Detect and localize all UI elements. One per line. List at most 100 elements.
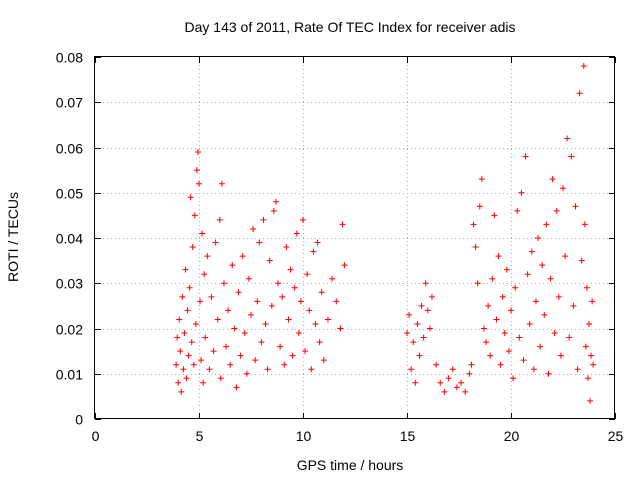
data-point — [470, 221, 477, 228]
data-point — [173, 361, 180, 368]
chart-title: Day 143 of 2011, Rate Of TEC Index for r… — [185, 19, 516, 35]
data-point — [192, 320, 199, 327]
data-point — [555, 293, 562, 300]
data-point — [285, 316, 292, 323]
data-point — [499, 293, 506, 300]
data-point — [480, 325, 487, 332]
data-point — [420, 334, 427, 341]
data-point — [539, 262, 546, 269]
y-tick-label: 0.02 — [56, 322, 83, 338]
data-point — [441, 388, 448, 395]
data-point — [324, 316, 331, 323]
data-point — [535, 235, 542, 241]
data-point — [190, 361, 197, 368]
data-point — [497, 361, 504, 368]
data-point — [528, 248, 535, 255]
data-point — [510, 375, 517, 382]
data-point — [526, 320, 533, 327]
data-point — [256, 239, 263, 246]
data-point — [182, 266, 189, 273]
data-point — [217, 375, 224, 382]
data-point — [564, 135, 571, 142]
data-point — [260, 216, 267, 223]
data-point — [289, 352, 296, 359]
data-point — [237, 352, 244, 359]
data-point — [582, 343, 589, 350]
data-point — [268, 302, 275, 309]
x-tick-label: 10 — [296, 428, 312, 444]
data-point — [541, 311, 548, 318]
data-point — [476, 203, 483, 210]
data-point — [570, 302, 577, 309]
data-point — [208, 293, 215, 300]
data-point — [584, 375, 591, 382]
data-point — [193, 167, 200, 174]
data-point — [201, 271, 208, 278]
x-tick-label: 15 — [400, 428, 416, 444]
data-point — [279, 293, 286, 300]
data-point — [320, 357, 327, 364]
data-point — [185, 352, 192, 359]
x-tick-label: 5 — [196, 428, 204, 444]
data-point — [514, 207, 521, 214]
data-point — [187, 194, 194, 201]
data-point — [174, 334, 181, 341]
data-point — [198, 357, 205, 364]
data-point — [291, 284, 298, 291]
data-point — [262, 320, 269, 327]
data-point — [587, 397, 594, 404]
data-point — [272, 198, 279, 205]
data-point — [462, 388, 469, 395]
y-axis-ticks: 0 0.01 0.02 0.03 0.04 0.05 0.06 0.07 0.08 — [56, 50, 615, 428]
data-point — [229, 262, 236, 269]
data-point — [176, 316, 183, 323]
data-point — [518, 189, 525, 196]
data-point — [227, 361, 234, 368]
data-point — [590, 361, 597, 368]
data-point — [275, 280, 282, 287]
data-point — [437, 379, 444, 386]
data-point — [578, 257, 585, 264]
data-point — [557, 352, 564, 359]
data-point — [408, 366, 415, 373]
data-point — [586, 320, 592, 327]
data-point — [206, 366, 213, 373]
data-point — [412, 379, 419, 386]
data-point — [433, 361, 440, 368]
data-point — [483, 339, 490, 346]
data-point — [404, 330, 410, 337]
data-point — [314, 239, 321, 246]
data-point — [522, 153, 529, 160]
data-point — [283, 244, 290, 251]
data-point — [449, 366, 456, 373]
data-point — [223, 343, 230, 350]
data-point — [508, 307, 514, 314]
data-point — [204, 253, 211, 260]
y-tick-label: 0.05 — [56, 186, 83, 202]
y-tick-label: 0.04 — [56, 231, 83, 247]
data-point — [197, 298, 204, 305]
data-points — [173, 63, 597, 404]
data-point — [270, 207, 277, 214]
data-point — [293, 230, 300, 237]
data-point — [581, 221, 588, 228]
y-tick-label: 0 — [75, 412, 83, 428]
data-point — [547, 275, 554, 282]
data-point — [512, 284, 519, 291]
data-point — [277, 343, 284, 350]
data-point — [245, 275, 252, 282]
data-point — [178, 388, 185, 395]
data-point — [220, 280, 227, 287]
data-point — [549, 176, 556, 183]
data-point — [414, 320, 421, 327]
data-point — [177, 348, 184, 355]
data-point — [252, 357, 259, 364]
data-point — [235, 289, 242, 296]
data-point — [572, 203, 579, 210]
data-point — [180, 366, 187, 373]
data-point — [308, 366, 315, 373]
data-point — [543, 221, 550, 228]
data-point — [537, 343, 544, 350]
data-point — [474, 280, 481, 287]
data-point — [297, 298, 304, 305]
